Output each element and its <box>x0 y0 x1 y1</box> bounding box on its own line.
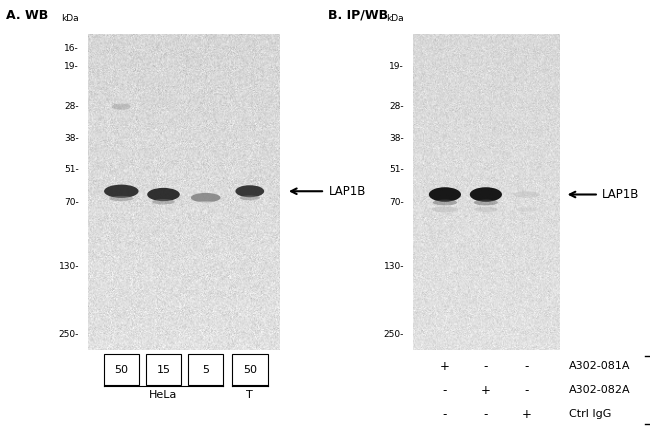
Text: 16-: 16- <box>64 44 79 53</box>
Bar <box>103 354 139 385</box>
Ellipse shape <box>152 199 175 204</box>
Ellipse shape <box>240 196 260 200</box>
Text: HeLa: HeLa <box>150 390 177 400</box>
Text: +: + <box>481 384 491 397</box>
Text: 130-: 130- <box>384 262 404 271</box>
Text: 19-: 19- <box>389 62 404 71</box>
Ellipse shape <box>474 200 498 206</box>
Text: 38-: 38- <box>64 134 79 143</box>
Text: +: + <box>522 408 532 421</box>
Ellipse shape <box>104 184 138 198</box>
Text: -: - <box>525 360 529 373</box>
Text: LAP1B: LAP1B <box>602 188 640 201</box>
Ellipse shape <box>514 191 540 198</box>
Text: 50: 50 <box>243 365 257 375</box>
Text: -: - <box>443 408 447 421</box>
Bar <box>188 354 224 385</box>
Ellipse shape <box>433 200 457 206</box>
Text: 70-: 70- <box>389 198 404 207</box>
Ellipse shape <box>112 104 131 110</box>
Text: kDa: kDa <box>386 14 404 23</box>
Text: A302-082A: A302-082A <box>569 385 630 395</box>
Text: -: - <box>525 384 529 397</box>
Ellipse shape <box>235 185 264 197</box>
Ellipse shape <box>474 207 498 212</box>
Text: +: + <box>440 360 450 373</box>
Ellipse shape <box>195 201 216 205</box>
Text: 38-: 38- <box>389 134 404 143</box>
Text: 51-: 51- <box>389 165 404 174</box>
Text: A. WB: A. WB <box>6 9 49 22</box>
Text: 130-: 130- <box>58 262 79 271</box>
Text: 28-: 28- <box>389 102 404 111</box>
Text: A302-081A: A302-081A <box>569 361 630 372</box>
Text: Ctrl IgG: Ctrl IgG <box>569 409 611 419</box>
Ellipse shape <box>429 187 461 202</box>
Text: 15: 15 <box>157 365 170 375</box>
Text: 51-: 51- <box>64 165 79 174</box>
Text: B. IP/WB: B. IP/WB <box>328 9 389 22</box>
Ellipse shape <box>191 193 220 203</box>
Bar <box>146 354 181 385</box>
Ellipse shape <box>147 188 180 201</box>
Text: 19-: 19- <box>64 62 79 71</box>
Text: kDa: kDa <box>61 14 79 23</box>
Ellipse shape <box>432 206 458 212</box>
Text: 70-: 70- <box>64 198 79 207</box>
Text: -: - <box>484 408 488 421</box>
Text: T: T <box>246 390 253 400</box>
Text: -: - <box>443 384 447 397</box>
Text: 250-: 250- <box>58 331 79 339</box>
Text: 50: 50 <box>114 365 128 375</box>
Ellipse shape <box>470 187 502 202</box>
Ellipse shape <box>109 196 133 201</box>
Text: -: - <box>484 360 488 373</box>
Text: 28-: 28- <box>64 102 79 111</box>
Ellipse shape <box>517 207 537 212</box>
Bar <box>232 354 268 385</box>
Text: 250-: 250- <box>384 331 404 339</box>
Text: LAP1B: LAP1B <box>329 185 367 198</box>
Text: 5: 5 <box>202 365 209 375</box>
